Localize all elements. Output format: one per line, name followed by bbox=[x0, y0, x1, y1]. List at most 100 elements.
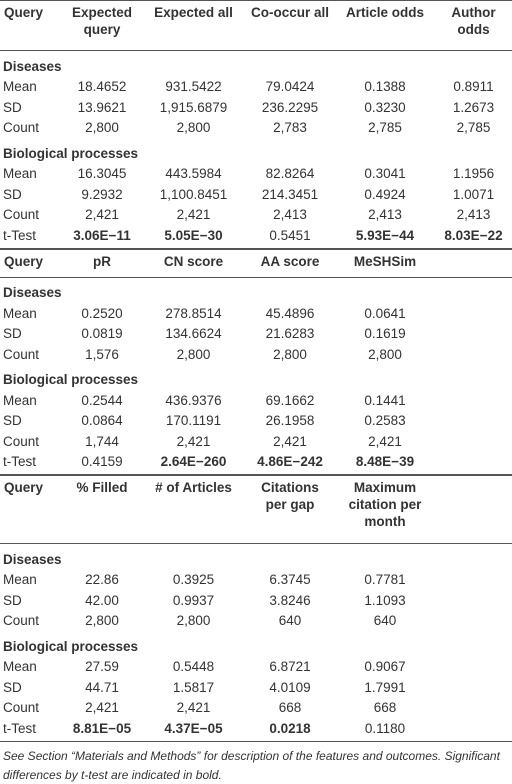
cell bbox=[435, 718, 512, 742]
cell: 2,413 bbox=[273, 207, 307, 223]
cell: 443.5984 bbox=[165, 166, 222, 182]
row-label: Mean bbox=[3, 79, 37, 95]
data-row: SD 42.00 0.9937 3.8246 1.1093 bbox=[0, 590, 512, 611]
cell: 0.9067 bbox=[364, 659, 406, 675]
cell: 1.2673 bbox=[452, 99, 495, 115]
data-row: Count 1,744 2,421 2,421 2,421 bbox=[0, 431, 512, 452]
cell: 668 bbox=[278, 700, 302, 716]
column-header: Query bbox=[0, 475, 62, 544]
column-header: Expected all bbox=[142, 0, 245, 51]
cell: 6.3745 bbox=[269, 572, 311, 588]
cell: 1,915.6879 bbox=[159, 99, 228, 115]
cell: 0.8911 bbox=[453, 79, 494, 95]
data-row: Count 2,421 2,421 668 668 bbox=[0, 698, 512, 719]
cell: 0.0641 bbox=[364, 305, 406, 321]
data-row: SD 9.2932 1,100.8451 214.3451 0.4924 1.0071 bbox=[0, 184, 512, 205]
cell bbox=[435, 344, 512, 365]
cell: 27.59 bbox=[85, 659, 119, 675]
column-header: Expected query bbox=[62, 0, 142, 51]
row-label: Mean bbox=[3, 392, 37, 408]
column-header: AA score bbox=[245, 248, 335, 278]
cell: 2,421 bbox=[176, 700, 211, 716]
cell: 2.64E−260 bbox=[142, 451, 245, 475]
header-row: Query% Filled # of Articles Citations per … bbox=[0, 475, 512, 544]
row-label: Count bbox=[3, 613, 40, 629]
cell: 1.5817 bbox=[172, 679, 215, 695]
cell: 214.3451 bbox=[261, 186, 319, 202]
data-table: Query% Filled # of Articles Citations per … bbox=[0, 475, 512, 742]
cell: 668 bbox=[373, 700, 397, 716]
data-row: Mean 22.86 0.3925 6.3745 0.7781 bbox=[0, 570, 512, 591]
data-table: Query pR CN score AA score MeSHSim Diseases Me… bbox=[0, 248, 512, 475]
data-table: Query Expected query Expected all Co-occur … bbox=[0, 0, 512, 249]
cell: 0.1619 bbox=[364, 326, 406, 342]
section-row: Diseases bbox=[0, 277, 512, 303]
cell: 2,421 bbox=[368, 433, 402, 449]
cell: 0.0218 bbox=[245, 718, 335, 742]
cell: 0.2544 bbox=[81, 392, 123, 408]
cell bbox=[435, 451, 512, 475]
cell: 79.0424 bbox=[265, 79, 315, 95]
cell: 82.8264 bbox=[265, 166, 315, 182]
cell bbox=[435, 303, 512, 324]
cell: 1.1956 bbox=[452, 166, 495, 182]
cell: 170.1191 bbox=[165, 413, 222, 429]
cell: 2,800 bbox=[368, 346, 402, 362]
section-title: Diseases bbox=[3, 285, 62, 301]
cell: 4.86E−242 bbox=[245, 451, 335, 475]
cell bbox=[435, 698, 512, 719]
cell: 2,785 bbox=[456, 120, 491, 136]
row-label: Count bbox=[3, 700, 40, 716]
data-row: Mean 16.3045 443.5984 82.8264 0.3041 1.1956 bbox=[0, 164, 512, 185]
cell: 22.86 bbox=[85, 572, 119, 588]
cell bbox=[435, 611, 512, 632]
cell: 2,800 bbox=[176, 346, 211, 362]
cell bbox=[435, 324, 512, 345]
cell: 436.9376 bbox=[165, 392, 222, 408]
row-label: Count bbox=[3, 207, 40, 223]
section-title: Diseases bbox=[3, 58, 62, 74]
cell: 0.0864 bbox=[81, 413, 123, 429]
column-header: CN score bbox=[142, 248, 245, 278]
cell: 1,100.8451 bbox=[159, 186, 228, 202]
data-row: Count 2,421 2,421 2,413 2,413 2,413 bbox=[0, 205, 512, 226]
cell: 42.00 bbox=[85, 592, 119, 608]
column-header: Query bbox=[0, 0, 62, 51]
data-row: Count 1,576 2,800 2,800 2,800 bbox=[0, 344, 512, 365]
cell bbox=[435, 411, 512, 432]
data-row: Mean 18.4652 931.5422 79.0424 0.1388 0.8911 bbox=[0, 77, 512, 98]
cell: 69.1662 bbox=[265, 392, 315, 408]
data-row: SD 0.0819 134.6624 21.6283 0.1619 bbox=[0, 324, 512, 345]
cell: 1.7991 bbox=[364, 679, 406, 695]
cell: 8.48E−39 bbox=[335, 451, 435, 475]
row-label: Count bbox=[3, 346, 40, 362]
cell: 0.3041 bbox=[364, 166, 406, 182]
cell: 0.3925 bbox=[172, 572, 215, 588]
cell: 3.8246 bbox=[269, 592, 311, 608]
section-row: Biological processes bbox=[0, 631, 512, 657]
cell: 4.37E−05 bbox=[142, 718, 245, 742]
column-header: Maximum citation per month bbox=[335, 475, 435, 544]
section-title: Diseases bbox=[3, 551, 62, 567]
header-row: Query pR CN score AA score MeSHSim bbox=[0, 248, 512, 278]
cell: 0.7781 bbox=[364, 572, 406, 588]
data-row: SD 13.9621 1,915.6879 236.2295 0.3230 1.2673 bbox=[0, 97, 512, 118]
row-label: SD bbox=[3, 679, 22, 695]
cell bbox=[435, 390, 512, 411]
cell: 2,800 bbox=[176, 613, 211, 629]
column-header: # of Articles bbox=[142, 475, 245, 544]
cell bbox=[435, 677, 512, 698]
cell: 931.5422 bbox=[165, 79, 222, 95]
cell: 278.8514 bbox=[165, 305, 222, 321]
header-row: Query Expected query Expected all Co-occur … bbox=[0, 0, 512, 51]
data-row: Mean 0.2520 278.8514 45.4896 0.0641 bbox=[0, 303, 512, 324]
cell: 8.81E−05 bbox=[62, 718, 142, 742]
cell: 1.0071 bbox=[452, 186, 495, 202]
data-row: SD 44.71 1.5817 4.0109 1.7991 bbox=[0, 677, 512, 698]
column-header bbox=[435, 475, 512, 544]
cell: 236.2295 bbox=[261, 99, 319, 115]
cell: 26.1958 bbox=[265, 413, 315, 429]
ttest-row: t-Test 0.4159 2.64E−260 4.86E−242 8.48E−39 bbox=[0, 451, 512, 475]
cell: 0.4159 bbox=[62, 451, 142, 475]
row-label: SD bbox=[3, 413, 22, 429]
